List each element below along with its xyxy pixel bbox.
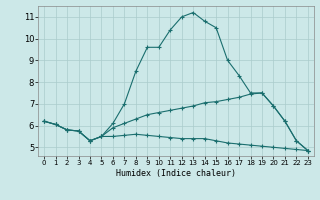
X-axis label: Humidex (Indice chaleur): Humidex (Indice chaleur) <box>116 169 236 178</box>
